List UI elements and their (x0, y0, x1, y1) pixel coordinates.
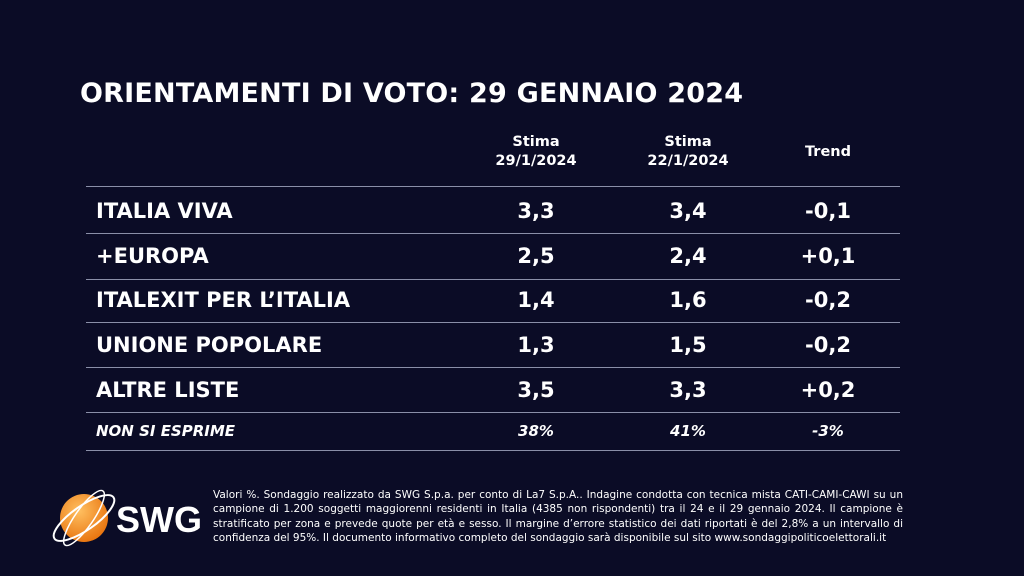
previous-value: 1,6 (669, 288, 707, 312)
header-line: 22/1/2024 (647, 153, 729, 169)
previous-value: 1,5 (669, 333, 707, 357)
header-line: Trend (805, 144, 851, 160)
party-name: UNIONE POPOLARE (96, 333, 323, 357)
divider (86, 450, 900, 451)
divider (86, 412, 900, 413)
party-name: ITALIA VIVA (96, 199, 233, 223)
methodology-note: Valori %. Sondaggio realizzato da SWG S.… (213, 489, 903, 545)
previous-value: 41% (670, 422, 706, 440)
column-header-previous: Stima 22/1/2024 (608, 133, 768, 171)
trend-value: -0,1 (805, 199, 851, 223)
column-header-trend: Trend (748, 143, 908, 162)
header-line: Stima (664, 134, 712, 150)
previous-value: 2,4 (669, 244, 707, 268)
party-name: ALTRE LISTE (96, 378, 240, 402)
table-row: ALTRE LISTE 3,5 3,3 +0,2 (86, 368, 900, 412)
current-value: 1,4 (517, 288, 555, 312)
table-row: UNIONE POPOLARE 1,3 1,5 -0,2 (86, 323, 900, 367)
current-value: 2,5 (517, 244, 555, 268)
party-name: NON SI ESPRIME (96, 422, 236, 440)
divider (86, 186, 900, 187)
page-title: ORIENTAMENTI DI VOTO: 29 GENNAIO 2024 (80, 78, 744, 109)
current-value: 38% (518, 422, 554, 440)
globe-icon: SWG (52, 489, 202, 547)
table-row: ITALEXIT PER L’ITALIA 1,4 1,6 -0,2 (86, 278, 900, 322)
trend-value: -0,2 (805, 333, 851, 357)
current-value: 3,5 (517, 378, 555, 402)
current-value: 1,3 (517, 333, 555, 357)
table-row: +EUROPA 2,5 2,4 +0,1 (86, 234, 900, 278)
swg-logo: SWG (44, 488, 214, 548)
header-line: 29/1/2024 (495, 153, 577, 169)
trend-value: -3% (812, 422, 844, 440)
trend-value: -0,2 (805, 288, 851, 312)
header-line: Stima (512, 134, 560, 150)
column-header-current: Stima 29/1/2024 (456, 133, 616, 171)
divider (86, 279, 900, 280)
divider (86, 367, 900, 368)
trend-value: +0,1 (800, 244, 856, 268)
previous-value: 3,3 (669, 378, 707, 402)
previous-value: 3,4 (669, 199, 707, 223)
divider (86, 233, 900, 234)
table-row: NON SI ESPRIME 38% 41% -3% (86, 412, 900, 450)
party-name: +EUROPA (96, 244, 209, 268)
table-row: ITALIA VIVA 3,3 3,4 -0,1 (86, 189, 900, 233)
svg-text:SWG: SWG (116, 499, 202, 540)
divider (86, 322, 900, 323)
party-name: ITALEXIT PER L’ITALIA (96, 288, 351, 312)
current-value: 3,3 (517, 199, 555, 223)
trend-value: +0,2 (800, 378, 856, 402)
